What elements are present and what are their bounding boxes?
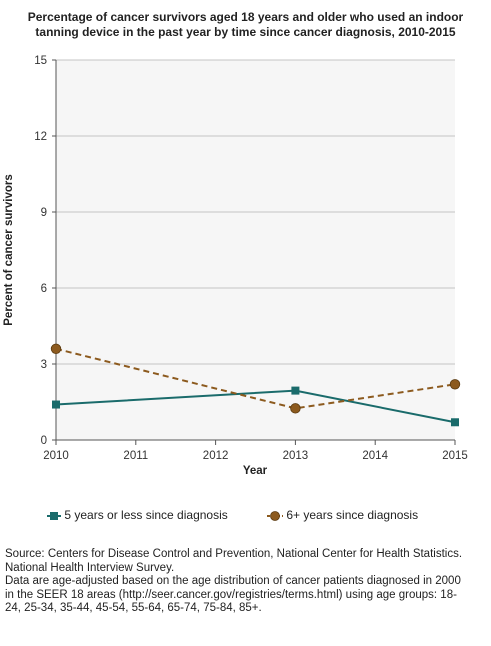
series-line-2: [55, 347, 456, 410]
x-tick-label: 2015: [442, 450, 468, 462]
source-line-1: Source: Centers for Disease Control and …: [5, 548, 463, 560]
chart-title-line-1: Percentage of cancer survivors aged 18 y…: [27, 10, 464, 24]
source-note: Source: Centers for Disease Control and …: [5, 548, 487, 616]
legend-label-series-1: 5 years or less since diagnosis: [64, 508, 228, 522]
y-tick-label: 6: [41, 283, 47, 295]
source-line-4: in the SEER 18 areas (http://seer.cancer…: [5, 588, 457, 601]
y-axis-title: Percent of cancer survivors: [3, 174, 15, 326]
y-tick-label: 3: [41, 359, 47, 371]
y-tick-label: 12: [34, 131, 47, 143]
legend-item-series-2: 6+ years since diagnosis: [267, 508, 418, 522]
chart-title: Percentage of cancer survivors aged 18 y…: [0, 10, 491, 40]
data-point-series-2: [449, 379, 461, 390]
data-point-series-2: [290, 403, 301, 414]
legend-item-series-1: 5 years or less since diagnosis: [47, 508, 228, 522]
x-tick-label: 2012: [203, 450, 229, 462]
tick-labels: 0 3 6 9 12 15 2010 2011 2012 2013 2014 2015: [34, 55, 468, 462]
data-point-series-2: [50, 343, 62, 355]
x-axis-title: Year: [243, 465, 268, 477]
legend-label-series-2: 6+ years since diagnosis: [286, 508, 419, 522]
y-tick-label: 0: [41, 435, 47, 447]
source-line-3: Data are age-adjusted based on the age d…: [5, 575, 461, 587]
grid-lines: [56, 59, 455, 365]
x-tick-label: 2013: [283, 450, 309, 462]
source-line-5: 24, 25-34, 35-44, 45-54, 55-64, 65-74, 7…: [5, 602, 262, 614]
legend-swatch-series-1: [47, 511, 61, 520]
axes: [52, 59, 456, 445]
y-tick-label: 15: [34, 55, 47, 67]
data-point-series-1: [291, 386, 300, 395]
chart-title-line-2: tanning device in the past year by time …: [35, 25, 456, 39]
x-tick-label: 2010: [43, 450, 69, 462]
legend-swatch-series-2: [267, 510, 283, 521]
data-point-series-1: [451, 418, 459, 427]
x-tick-label: 2011: [123, 450, 148, 462]
plot-area: [56, 60, 455, 440]
source-line-2: National Health Interview Survey.: [5, 561, 175, 574]
data-series: [50, 343, 461, 427]
data-point-series-1: [52, 400, 60, 409]
x-tick-label: 2014: [362, 450, 388, 462]
y-tick-label: 9: [41, 207, 47, 219]
